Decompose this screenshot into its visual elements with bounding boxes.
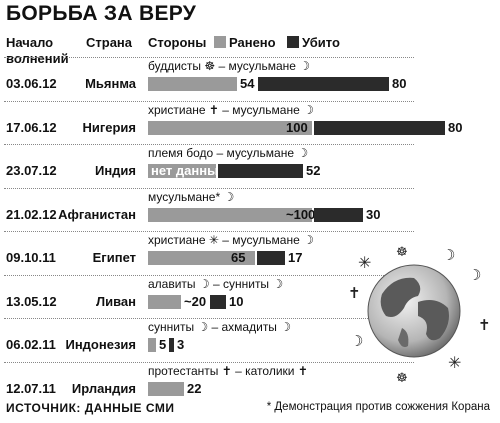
row-country: Египет [92,250,136,265]
row-date: 09.10.11 [6,250,56,265]
bar-wounded [148,164,216,178]
label-killed: 30 [366,206,381,222]
bar-wounded [148,77,237,91]
row-country: Нигерия [82,119,136,135]
svg-text:☸: ☸ [396,246,408,260]
bar-wounded [148,251,255,265]
svg-text:☽: ☽ [468,266,481,284]
sides-label: христиане ✳ – мусульмане ☽ [148,233,314,247]
label-killed: 3 [177,337,185,352]
globe-icon: ✳ ☸ ☽ ☽ ✝ ✝ ☽ ✳ ☸ [348,246,491,386]
svg-text:✳: ✳ [358,253,371,272]
legend-label-killed: Убито [302,35,340,50]
svg-text:☽: ☽ [350,332,363,350]
row-separator [4,231,414,232]
bar-wounded [148,207,312,222]
bar-killed [169,338,174,352]
row-separator [4,318,414,319]
sides-label: протестанты ✝ – католики ✝ [148,363,308,378]
row-separator [4,274,414,276]
row-separator [4,187,414,189]
row-separator [4,57,414,58]
legend-swatch-wounded [214,36,226,48]
label-killed: 52 [306,163,321,178]
row-date: 12.07.11 [6,380,56,396]
bar-killed [218,164,303,178]
label-wounded: нет данных [151,163,226,178]
row-date: 13.05.12 [6,293,57,309]
label-wounded: 22 [187,380,202,396]
bar-killed [210,294,226,309]
row-date: 23.07.12 [6,163,57,178]
header-date: Начало волнений [6,35,69,66]
row-separator [4,144,414,145]
row-country: Индонезия [65,337,136,352]
bar-wounded [148,120,312,135]
row-date: 21.02.12 [6,206,57,222]
sides-label: буддисты ☸ – мусульмане ☽ [148,59,311,73]
row-separator [4,361,414,363]
row-date: 17.06.12 [6,119,57,135]
label-wounded: 54 [240,76,255,91]
legend-label-wounded: Ранено [229,35,276,50]
row-separator [4,100,414,102]
row-country: Мьянма [85,76,136,91]
label-wounded: ~20 [184,293,207,309]
header-country: Страна [86,35,133,50]
svg-text:☸: ☸ [396,371,408,386]
bar-killed [257,251,285,265]
sides-label: мусульмане* ☽ [148,189,235,204]
svg-text:✝: ✝ [478,316,491,334]
svg-text:☽: ☽ [442,246,455,264]
chart-title: БОРЬБА ЗА ВЕРУ [6,2,197,25]
sides-label: племя бодо – мусульмане ☽ [148,146,309,160]
label-killed: 80 [392,76,407,91]
label-killed: 17 [288,250,303,265]
bar-wounded [148,338,156,352]
label-wounded: 65 [231,250,246,265]
row-country: Афганистан [58,206,136,222]
label-wounded: ~100 [286,206,316,222]
bar-killed [314,120,445,135]
source-note: ИСТОЧНИК: ДАННЫЕ СМИ [6,401,175,415]
bar-wounded [148,294,181,309]
row-country: Ирландия [71,380,136,396]
label-killed: 80 [448,119,463,135]
sides-label: христиане ✝ – мусульмане ☽ [148,102,314,117]
svg-text:✝: ✝ [348,284,361,302]
bar-killed [258,77,389,91]
label-wounded: 5 [159,337,167,352]
row-country: Индия [94,163,136,178]
footnote: * Демонстрация против сожжения Корана [266,401,490,413]
sides-label: алавиты ☽ – сунниты ☽ [148,276,284,291]
svg-text:✳: ✳ [448,353,461,372]
header-sides: Стороны [148,35,207,50]
row-date: 06.02.11 [6,337,56,352]
label-wounded: 100 [286,119,308,135]
row-country: Ливан [95,293,136,309]
row-date: 03.06.12 [6,76,57,91]
bar-wounded [148,381,184,396]
legend-swatch-killed [287,36,299,48]
sides-label: сунниты ☽ – ахмадиты ☽ [148,320,292,334]
bar-killed [314,207,363,222]
label-killed: 10 [229,293,244,309]
